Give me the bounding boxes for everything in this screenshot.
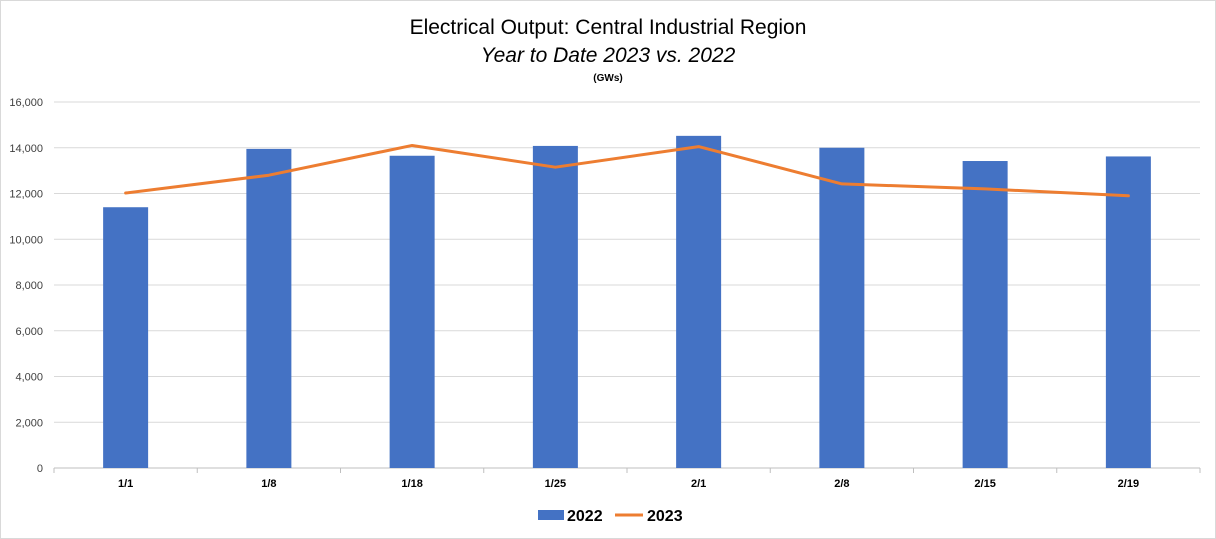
x-tick-label: 2/19 xyxy=(1118,478,1139,490)
y-tick-label: 2,000 xyxy=(15,417,43,429)
chart-title: Electrical Output: Central Industrial Re… xyxy=(410,16,807,39)
legend-label-2022: 2022 xyxy=(567,508,603,525)
x-tick-label: 1/25 xyxy=(545,478,566,490)
x-tick-label: 2/1 xyxy=(691,478,706,490)
y-tick-label: 4,000 xyxy=(15,372,43,384)
chart-units: (GWs) xyxy=(593,73,622,84)
x-tick-label: 1/18 xyxy=(401,478,422,490)
x-tick-label: 2/15 xyxy=(974,478,995,490)
y-tick-label: 12,000 xyxy=(9,189,43,201)
x-tick-label: 1/1 xyxy=(118,478,133,490)
line-2023 xyxy=(124,143,1130,198)
y-tick-label: 0 xyxy=(37,463,43,475)
bar-2022 xyxy=(1105,156,1151,468)
bar-series-2022 xyxy=(103,135,1151,469)
bar-2022 xyxy=(676,135,722,469)
line-series-2023 xyxy=(124,143,1130,198)
x-tick-label: 2/8 xyxy=(834,478,849,490)
x-tick-label: 1/8 xyxy=(261,478,276,490)
bar-2022 xyxy=(246,148,292,469)
legend-label-2023: 2023 xyxy=(647,508,683,525)
bar-2022 xyxy=(103,207,149,468)
y-axis-ticks: 0 2,000 4,000 6,000 8,000 10,000 12,000 14,000 1… xyxy=(9,97,43,475)
y-tick-label: 16,000 xyxy=(9,97,43,109)
legend-swatch-2022 xyxy=(538,510,564,520)
gridlines xyxy=(53,101,1201,473)
y-tick-label: 10,000 xyxy=(9,234,43,246)
bar-2022 xyxy=(962,161,1008,468)
bar-2022 xyxy=(389,155,435,468)
y-tick-label: 14,000 xyxy=(9,143,43,155)
bar-2022 xyxy=(819,147,865,468)
y-tick-label: 6,000 xyxy=(15,326,43,338)
legend: 2022 2023 xyxy=(538,508,683,525)
y-tick-label: 8,000 xyxy=(15,280,43,292)
chart-subtitle: Year to Date 2023 vs. 2022 xyxy=(481,44,736,67)
bar-2022 xyxy=(532,145,578,469)
x-axis-ticks: 1/1 1/8 1/18 1/25 2/1 2/8 2/15 2/19 xyxy=(118,478,1139,490)
